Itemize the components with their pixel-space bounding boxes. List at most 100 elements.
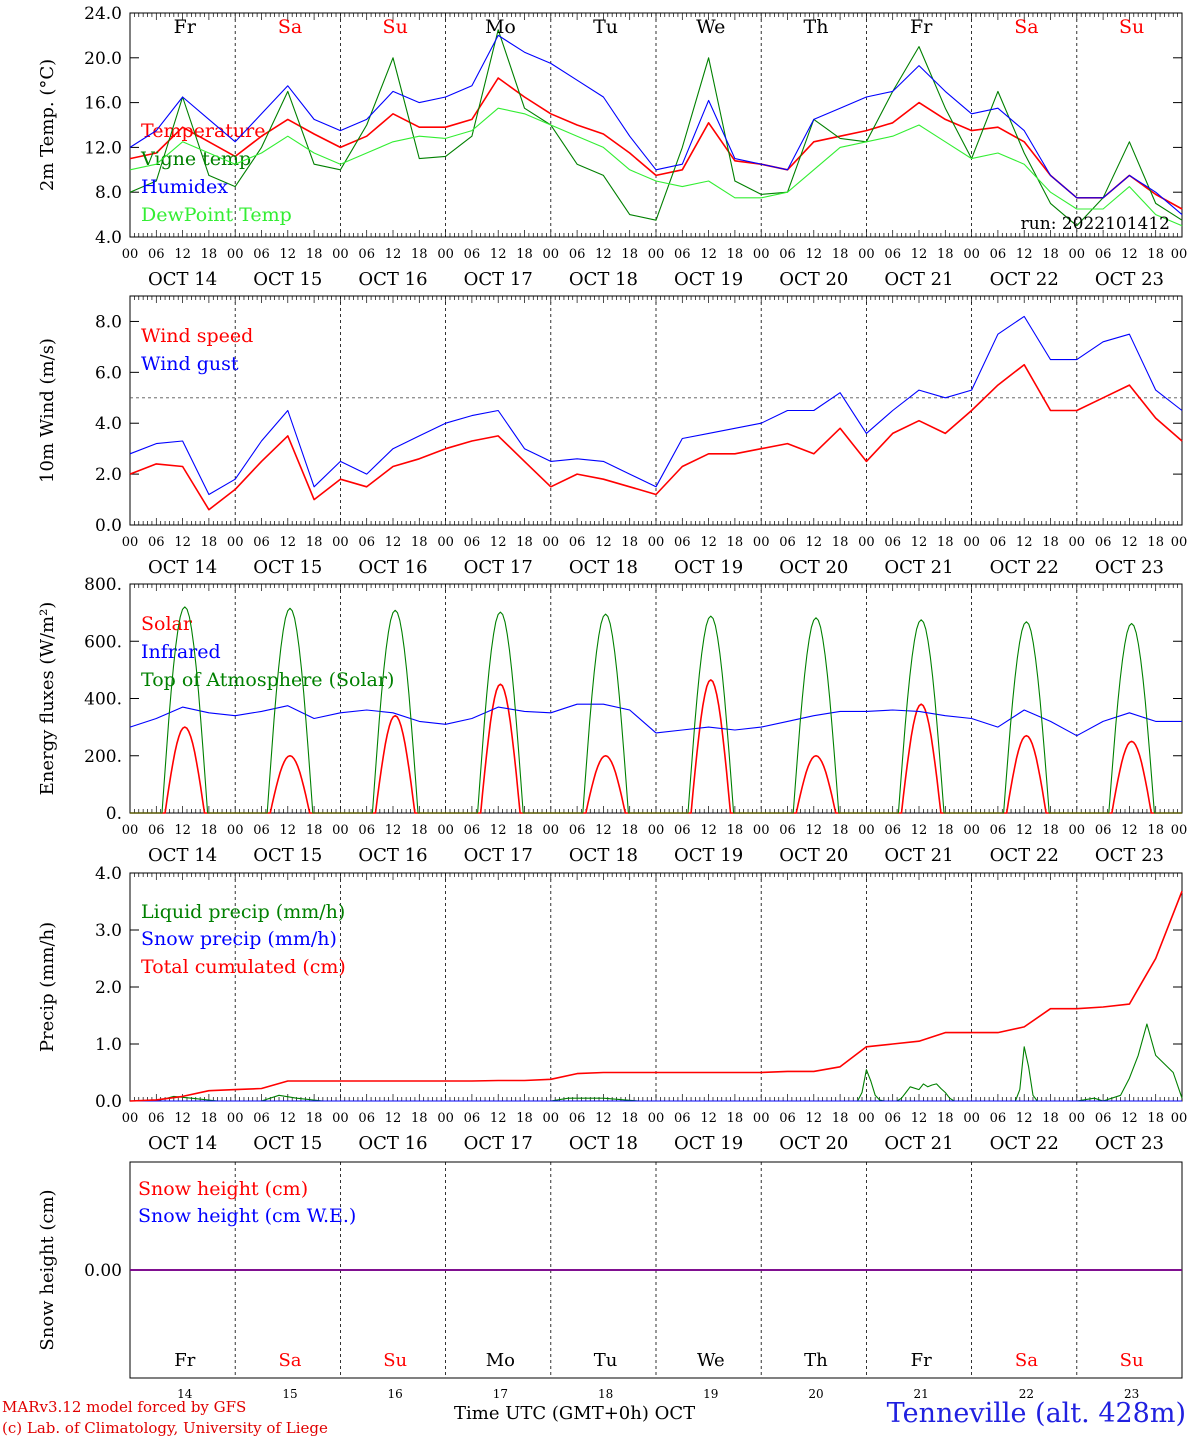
hour-label: 06 — [148, 535, 165, 550]
weekday-label-bottom: Mo — [486, 1350, 515, 1371]
y-tick-label: 12.0 — [84, 138, 122, 158]
date-label: OCT 14 — [148, 557, 217, 578]
hour-label: 12 — [806, 535, 823, 550]
y-tick-label: 20.0 — [84, 49, 122, 69]
day-number-label: 20 — [808, 1387, 823, 1401]
date-label: OCT 14 — [148, 269, 217, 290]
y-axis-label: Precip (mm/h) — [37, 922, 58, 1052]
hour-label: 00 — [1069, 1111, 1086, 1126]
hour-label: 00 — [122, 247, 139, 262]
y-tick-label: 8.0 — [95, 312, 122, 332]
legend-entry: Top of Atmosphere (Solar) — [141, 669, 394, 691]
panel-1: 00 06 12 18 OCT 14 00 06 12 18 OCT 15 00 06 12 18 OCT … — [37, 4, 1187, 290]
weekday-label-bottom: We — [697, 1350, 725, 1371]
hour-label: 12 — [1121, 823, 1138, 838]
hour-label: 06 — [779, 1111, 796, 1126]
date-label: OCT 23 — [1095, 1133, 1164, 1154]
hour-label: 18 — [727, 823, 744, 838]
hour-label: 06 — [990, 823, 1007, 838]
y-tick-label: 6.0 — [95, 363, 122, 383]
legend-entry: Wind gust — [141, 353, 239, 375]
weekday-label-bottom: Su — [1120, 1350, 1144, 1371]
day-number-label: 21 — [914, 1387, 929, 1401]
hour-label: 06 — [1095, 823, 1112, 838]
hour-label: 12 — [385, 1111, 402, 1126]
hour-label: 06 — [358, 535, 375, 550]
hour-label: 18 — [411, 247, 428, 262]
weekday-label-top: Tu — [593, 16, 618, 38]
hour-label: 06 — [884, 1111, 901, 1126]
hour-label: 00 — [437, 823, 454, 838]
date-label: OCT 21 — [884, 557, 953, 578]
hour-label: 12 — [700, 823, 717, 838]
date-label: OCT 21 — [884, 1133, 953, 1154]
hour-label: 00 — [648, 1111, 665, 1126]
hour-label: 18 — [832, 247, 849, 262]
hour-label: 06 — [1095, 247, 1112, 262]
hour-label: 12 — [595, 535, 612, 550]
hour-label: 12 — [280, 535, 297, 550]
day-number-label: 19 — [703, 1387, 718, 1401]
day-number-label: 14 — [177, 1387, 193, 1401]
hour-label: 12 — [595, 823, 612, 838]
hour-label: 06 — [148, 1111, 165, 1126]
y-tick-label: 4.0 — [95, 864, 122, 884]
date-label: OCT 16 — [358, 557, 427, 578]
date-label: OCT 17 — [464, 845, 533, 866]
hour-label: 06 — [884, 823, 901, 838]
hour-label: 00 — [543, 823, 560, 838]
hour-label: 18 — [516, 535, 533, 550]
y-tick-label: 2.0 — [95, 465, 122, 485]
date-label: OCT 15 — [253, 845, 322, 866]
date-label: OCT 20 — [779, 1133, 848, 1154]
date-label: OCT 20 — [779, 845, 848, 866]
date-label: OCT 19 — [674, 1133, 743, 1154]
y-tick-label: 8.0 — [95, 183, 122, 203]
y-tick-label: 4.0 — [95, 228, 122, 248]
hour-label: 00 — [648, 535, 665, 550]
hour-label: 06 — [148, 823, 165, 838]
hour-label: 00 — [1171, 1111, 1188, 1126]
legend-entry: Wind speed — [141, 325, 253, 347]
y-tick-label: 3.0 — [95, 921, 122, 941]
panel-4: 00 06 12 18 OCT 14 00 06 12 18 OCT 15 00 06 12 18 OCT … — [37, 864, 1187, 1154]
hour-label: 06 — [884, 247, 901, 262]
hour-label: 00 — [332, 1111, 349, 1126]
date-label: OCT 19 — [674, 269, 743, 290]
hour-label: 06 — [674, 823, 691, 838]
legend-entry: Liquid precip (mm/h) — [141, 901, 345, 923]
date-label: OCT 18 — [569, 269, 638, 290]
date-label: OCT 20 — [779, 269, 848, 290]
hour-label: 06 — [674, 1111, 691, 1126]
hour-label: 00 — [227, 823, 244, 838]
weekday-label-top: Su — [1119, 16, 1144, 38]
y-tick-label: 24.0 — [84, 4, 122, 24]
weekday-label-bottom: Fr — [174, 1350, 195, 1371]
hour-label: 12 — [280, 1111, 297, 1126]
hour-label: 06 — [569, 535, 586, 550]
hour-label: 06 — [990, 1111, 1007, 1126]
hour-label: 06 — [253, 1111, 270, 1126]
hour-label: 06 — [779, 535, 796, 550]
hour-label: 18 — [1042, 1111, 1059, 1126]
date-label: OCT 22 — [990, 269, 1059, 290]
hour-label: 00 — [437, 247, 454, 262]
hour-label: 12 — [1016, 535, 1033, 550]
series-total-cumulated-cm — [129, 890, 1183, 1102]
date-label: OCT 15 — [253, 557, 322, 578]
legend-entry: Temperature — [141, 120, 265, 142]
y-axis-label: 2m Temp. (°C) — [37, 59, 58, 191]
hour-label: 18 — [727, 247, 744, 262]
day-number-label: 16 — [388, 1387, 403, 1401]
day-number-label: 18 — [598, 1387, 613, 1401]
hour-label: 18 — [411, 535, 428, 550]
x-axis-month: OCT — [654, 1403, 696, 1424]
date-label: OCT 22 — [990, 845, 1059, 866]
series-wind-speed — [129, 363, 1183, 511]
date-label: OCT 18 — [569, 1133, 638, 1154]
hour-label: 00 — [122, 823, 139, 838]
hour-label: 00 — [963, 1111, 980, 1126]
legend-entry: Solar — [141, 613, 193, 635]
series-humidex — [129, 34, 1183, 216]
weekday-label-top: Fr — [174, 16, 197, 38]
